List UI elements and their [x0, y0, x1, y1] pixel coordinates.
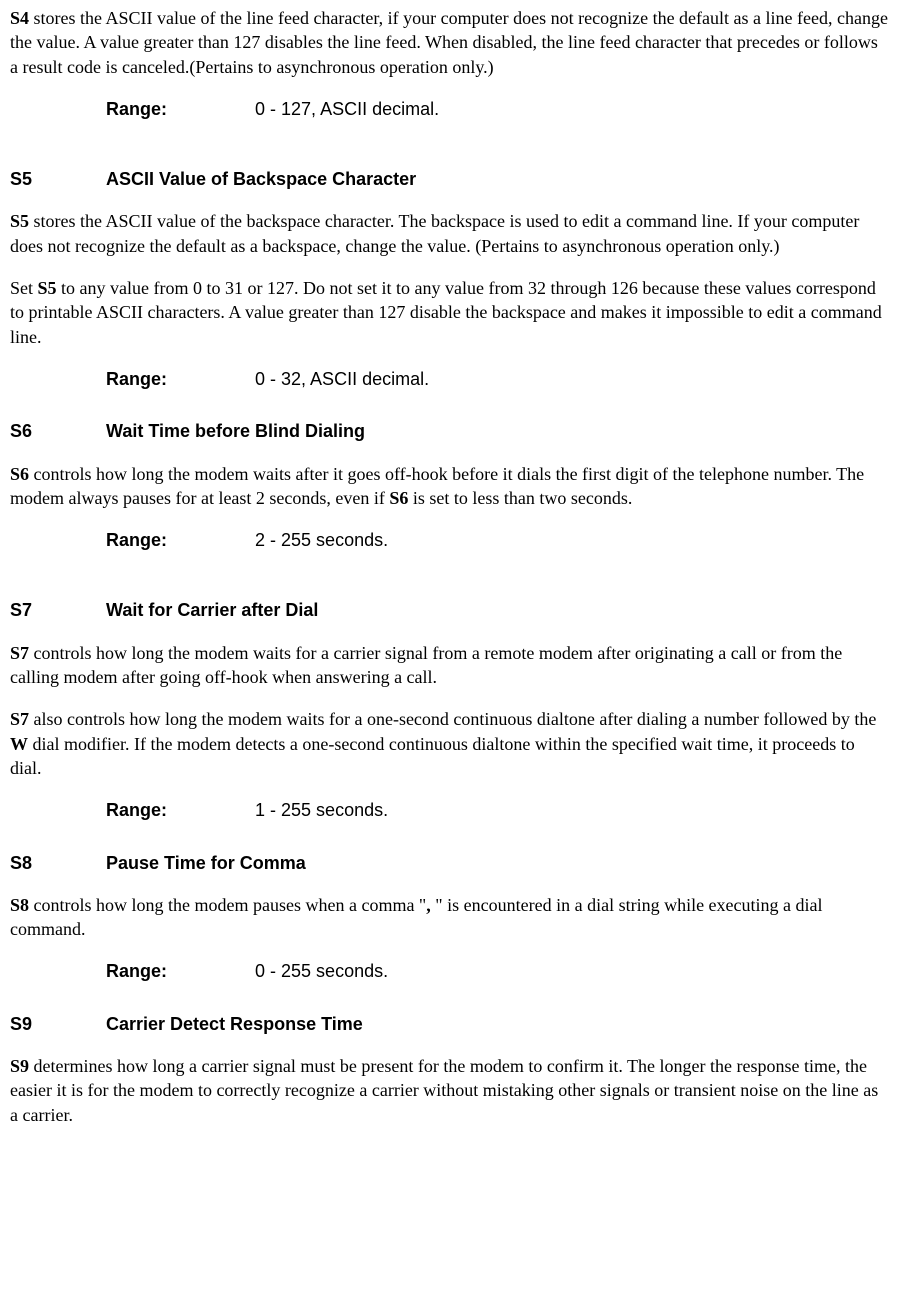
- s5-range-label: Range:: [106, 367, 250, 391]
- s5-id: S5: [10, 167, 106, 191]
- s5-paragraph-1: S5 stores the ASCII value of the backspa…: [10, 209, 889, 258]
- s8-id: S8: [10, 851, 106, 875]
- s8-paragraph-1: S8 controls how long the modem pauses wh…: [10, 893, 889, 942]
- s4-range-row: Range: 0 - 127, ASCII decimal.: [106, 97, 889, 121]
- s8-range-row: Range: 0 - 255 seconds.: [106, 959, 889, 983]
- s7-p1-text: controls how long the modem waits for a …: [10, 643, 842, 687]
- s7-range-label: Range:: [106, 798, 250, 822]
- s6-paragraph-1: S6 controls how long the modem waits aft…: [10, 462, 889, 511]
- s5-heading: S5ASCII Value of Backspace Character: [10, 167, 889, 191]
- s6-p1-rest: is set to less than two seconds.: [408, 488, 632, 508]
- s6-range-label: Range:: [106, 528, 250, 552]
- s8-p1-bold: S8: [10, 895, 29, 915]
- s9-paragraph-1: S9 determines how long a carrier signal …: [10, 1054, 889, 1127]
- s9-heading: S9Carrier Detect Response Time: [10, 1012, 889, 1036]
- s9-p1-bold: S9: [10, 1056, 29, 1076]
- s9-title: Carrier Detect Response Time: [106, 1014, 363, 1034]
- s7-range-value: 1 - 255 seconds.: [255, 800, 388, 820]
- s7-p2-mid: also controls how long the modem waits f…: [29, 709, 876, 729]
- s6-id: S6: [10, 419, 106, 443]
- s6-p1-bold2: S6: [389, 488, 408, 508]
- s4-range-label: Range:: [106, 97, 250, 121]
- s6-title: Wait Time before Blind Dialing: [106, 421, 365, 441]
- s7-heading: S7Wait for Carrier after Dial: [10, 598, 889, 622]
- s8-p1-mid: controls how long the modem pauses when …: [29, 895, 426, 915]
- s7-paragraph-2: S7 also controls how long the modem wait…: [10, 707, 889, 780]
- s5-p2-bold: S5: [38, 278, 57, 298]
- s5-p2-pre: Set: [10, 278, 38, 298]
- s4-paragraph: S4 stores the ASCII value of the line fe…: [10, 6, 889, 79]
- s7-id: S7: [10, 598, 106, 622]
- s4-text: stores the ASCII value of the line feed …: [10, 8, 888, 77]
- s6-range-row: Range: 2 - 255 seconds.: [106, 528, 889, 552]
- s5-range-row: Range: 0 - 32, ASCII decimal.: [106, 367, 889, 391]
- s7-range-row: Range: 1 - 255 seconds.: [106, 798, 889, 822]
- s5-paragraph-2: Set S5 to any value from 0 to 31 or 127.…: [10, 276, 889, 349]
- s7-p1-bold: S7: [10, 643, 29, 663]
- s5-p1-bold: S5: [10, 211, 29, 231]
- s8-range-label: Range:: [106, 959, 250, 983]
- s9-p1-text: determines how long a carrier signal mus…: [10, 1056, 878, 1125]
- s7-p2-bold2: W: [10, 734, 28, 754]
- s7-title: Wait for Carrier after Dial: [106, 600, 318, 620]
- s7-p2-bold: S7: [10, 709, 29, 729]
- s8-range-value: 0 - 255 seconds.: [255, 961, 388, 981]
- s6-heading: S6Wait Time before Blind Dialing: [10, 419, 889, 443]
- s6-range-value: 2 - 255 seconds.: [255, 530, 388, 550]
- s4-bold: S4: [10, 8, 29, 28]
- s7-p2-rest: dial modifier. If the modem detects a on…: [10, 734, 855, 778]
- s5-p1-text: stores the ASCII value of the backspace …: [10, 211, 859, 255]
- s6-p1-bold: S6: [10, 464, 29, 484]
- s8-heading: S8Pause Time for Comma: [10, 851, 889, 875]
- s5-range-value: 0 - 32, ASCII decimal.: [255, 369, 429, 389]
- s5-title: ASCII Value of Backspace Character: [106, 169, 416, 189]
- s9-id: S9: [10, 1012, 106, 1036]
- s7-paragraph-1: S7 controls how long the modem waits for…: [10, 641, 889, 690]
- s5-p2-text: to any value from 0 to 31 or 127. Do not…: [10, 278, 882, 347]
- s4-range-value: 0 - 127, ASCII decimal.: [255, 99, 439, 119]
- s8-title: Pause Time for Comma: [106, 853, 306, 873]
